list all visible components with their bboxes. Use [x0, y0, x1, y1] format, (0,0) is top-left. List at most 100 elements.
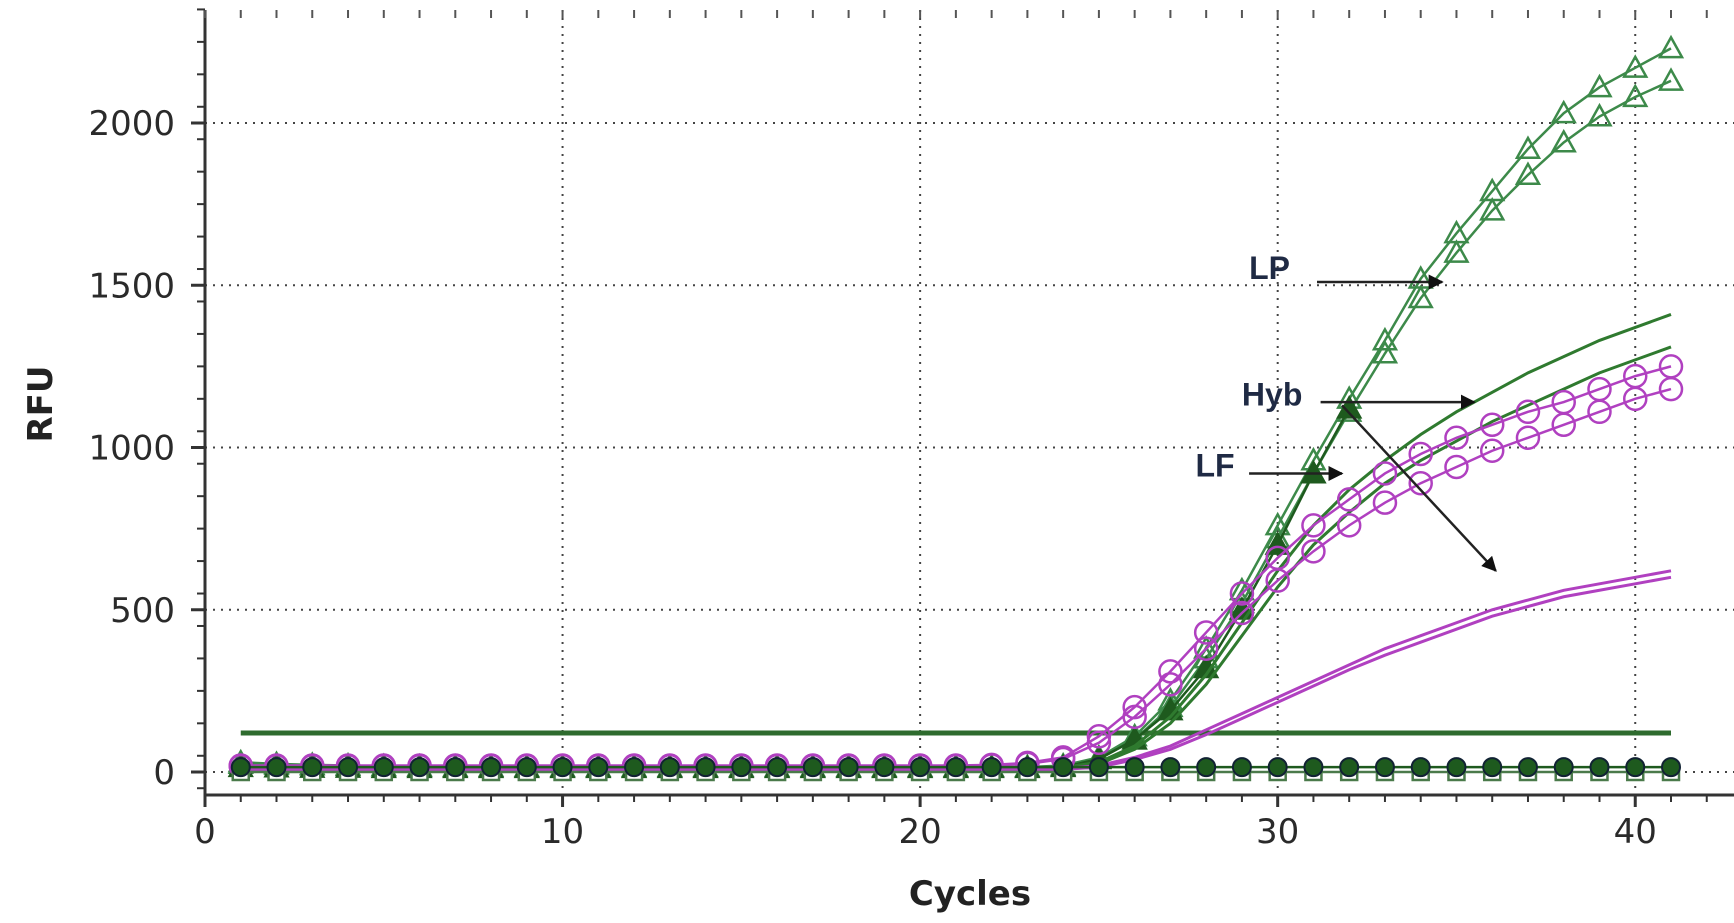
data-point — [230, 757, 251, 778]
data-point — [1301, 539, 1326, 564]
series-line — [240, 575, 1672, 772]
data-point — [1017, 757, 1038, 778]
data-point — [1371, 339, 1399, 364]
series-3 — [227, 394, 1363, 779]
data-point — [1193, 636, 1219, 661]
data-point — [445, 757, 466, 778]
data-point — [1158, 672, 1183, 697]
data-point — [1657, 67, 1685, 91]
data-point — [338, 757, 359, 778]
data-point — [1586, 102, 1613, 127]
data-point — [1551, 412, 1576, 438]
y-tick-label: 1500 — [88, 266, 175, 306]
data-point — [1336, 487, 1362, 512]
series-11 — [230, 757, 1681, 778]
series-2 — [227, 67, 1685, 778]
series-6 — [228, 354, 1684, 778]
data-point — [1122, 704, 1147, 730]
series-8 — [240, 569, 1672, 771]
data-point — [1550, 99, 1577, 124]
data-point — [1193, 620, 1219, 645]
series-line — [240, 79, 1672, 769]
data-point — [981, 757, 1002, 778]
data-point — [731, 757, 752, 778]
annotation-hyb: Hyb — [1242, 376, 1302, 412]
data-point — [1339, 757, 1360, 778]
axes: 0 10 20 30 40 0 500 1000 1500 2000 — [88, 8, 1734, 852]
data-point — [1622, 54, 1649, 78]
y-tick-label: 500 — [110, 591, 175, 631]
data-point — [1587, 399, 1612, 425]
data-point — [802, 757, 823, 778]
annotation-lf: LF — [1195, 448, 1234, 484]
data-point — [266, 757, 287, 778]
data-point — [1372, 490, 1398, 515]
annotation-lp: LP — [1249, 250, 1290, 286]
y-tick-label: 1000 — [88, 429, 175, 469]
series-line — [240, 407, 1351, 770]
data-point — [1196, 757, 1217, 778]
data-point — [1229, 581, 1255, 606]
data-point — [1372, 461, 1398, 486]
data-point — [1589, 757, 1610, 778]
data-point — [874, 757, 895, 778]
data-point — [1160, 757, 1181, 778]
series-9 — [240, 575, 1672, 772]
data-point — [1408, 441, 1433, 467]
data-point — [1444, 454, 1469, 480]
data-point — [1444, 425, 1469, 451]
data-point — [1410, 757, 1431, 778]
data-point — [1514, 135, 1542, 160]
data-point — [1479, 438, 1505, 463]
data-point — [1371, 326, 1399, 351]
annotation-arrow — [1341, 404, 1497, 572]
data-point — [624, 757, 645, 778]
data-point — [302, 757, 323, 778]
data-point — [1443, 239, 1470, 263]
data-point — [1446, 757, 1467, 778]
data-point — [1229, 600, 1255, 626]
data-point — [1408, 470, 1433, 496]
data-point — [1088, 757, 1109, 778]
y-tick-label: 2000 — [88, 104, 175, 144]
x-tick-label: 40 — [1614, 812, 1657, 852]
y-axis-title: RFU — [21, 365, 61, 442]
data-point — [1267, 757, 1288, 778]
data-point — [945, 757, 966, 778]
series-line — [240, 313, 1672, 770]
data-point — [1550, 128, 1577, 153]
data-point — [838, 757, 859, 778]
series-4 — [240, 313, 1672, 770]
data-point — [516, 757, 537, 778]
series-line — [240, 569, 1672, 771]
x-axis-title: Cycles — [909, 874, 1031, 914]
data-point — [1265, 568, 1290, 593]
data-point — [1658, 376, 1684, 402]
data-point — [588, 757, 609, 778]
data-point — [1479, 412, 1505, 438]
data-point — [1622, 83, 1649, 108]
x-tick-label: 10 — [541, 812, 584, 852]
data-point — [1515, 425, 1541, 451]
data-point — [1625, 757, 1646, 778]
x-tick-label: 20 — [898, 812, 941, 852]
data-point — [1158, 659, 1183, 684]
data-point — [1303, 757, 1324, 778]
data-point — [1482, 757, 1503, 778]
x-tick-label: 0 — [194, 812, 216, 852]
data-point — [1586, 73, 1613, 98]
data-point — [373, 757, 394, 778]
data-point — [1515, 399, 1541, 425]
data-point — [659, 757, 680, 778]
y-tick-label: 0 — [153, 753, 175, 793]
data-point — [1479, 197, 1506, 221]
data-point — [1231, 757, 1252, 778]
data-point — [1407, 284, 1434, 309]
series-line — [240, 387, 1672, 768]
data-point — [1124, 757, 1145, 778]
x-tick-label: 30 — [1256, 812, 1299, 852]
series-layer — [227, 34, 1685, 782]
data-point — [1661, 757, 1681, 778]
